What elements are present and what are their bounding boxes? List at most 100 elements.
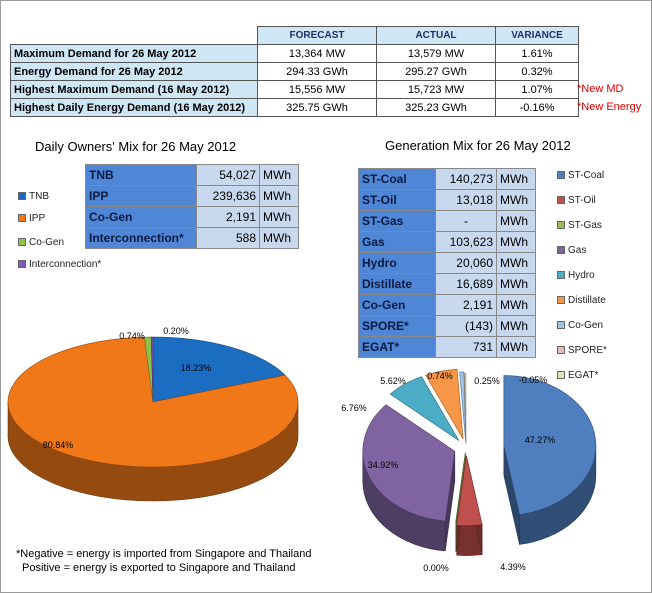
actual-cell: 295.27 GWh: [376, 62, 496, 81]
generation-mix-title: Generation Mix for 26 May 2012: [385, 138, 571, 153]
mix-value: 239,636: [196, 185, 260, 207]
legend-label: ST-Coal: [568, 170, 605, 181]
pie-slice: [456, 455, 483, 526]
pie-slice-label: 5.62%: [380, 376, 406, 386]
generation-legend-item: Co-Gen: [557, 320, 603, 331]
mix-name: Distillate: [358, 273, 436, 295]
mix-name: Interconnection*: [85, 227, 197, 249]
generation-legend-item: ST-Coal: [557, 170, 604, 181]
pie-slice: [389, 376, 460, 441]
pie-slice-label: 18.23%: [181, 363, 212, 373]
pie-slice-label: 80.84%: [43, 440, 74, 450]
owners-mix-row: Interconnection* 588 MWh: [85, 227, 299, 249]
generation-mix-row: SPORE* (143) MWh: [358, 315, 536, 337]
mix-value: 731: [435, 336, 497, 358]
pie-slice-label: 0.25%: [474, 376, 500, 386]
legend-swatch: [557, 196, 565, 205]
mix-value: (143): [435, 315, 497, 337]
legend-label: Hydro: [568, 270, 595, 281]
mix-unit: MWh: [496, 273, 536, 295]
legend-label: Distillate: [568, 295, 606, 306]
mix-name: SPORE*: [358, 315, 436, 337]
legend-swatch: [18, 238, 26, 247]
owners-pie-chart: 18.23% 80.84% 0.74% 0.20%: [7, 326, 299, 502]
legend-swatch: [557, 371, 565, 380]
owners-mix-row: Co-Gen 2,191 MWh: [85, 206, 299, 228]
owners-mix-table: TNB 54,027 MWh IPP 239,636 MWh Co-Gen 2,191 MW…: [85, 164, 299, 249]
pie-slice: [459, 371, 466, 442]
generation-legend-item: Hydro: [557, 270, 595, 281]
owners-mix-title: Daily Owners' Mix for 26 May 2012: [35, 139, 237, 154]
mix-name: EGAT*: [358, 336, 436, 358]
mix-unit: MWh: [496, 189, 536, 211]
pie-slice-label: 0.00%: [423, 563, 449, 573]
pie-slice-label: 0.74%: [119, 331, 145, 341]
pie-slice-label: 0.20%: [163, 326, 189, 336]
pie-slice-label: -0.05%: [519, 375, 548, 385]
owners-legend-item: IPP: [18, 213, 45, 224]
mix-value: 13,018: [435, 189, 497, 211]
variance-cell: 0.32%: [495, 62, 579, 81]
legend-label: ST-Oil: [568, 195, 596, 206]
mix-value: 140,273: [435, 168, 497, 190]
legend-swatch: [557, 171, 565, 180]
legend-swatch: [557, 321, 565, 330]
mix-unit: MWh: [496, 294, 536, 316]
legend-label: IPP: [29, 213, 46, 224]
pie-slice: [503, 375, 597, 515]
mix-name: ST-Oil: [358, 189, 436, 211]
pie-slice: [362, 404, 456, 522]
generation-legend-item: SPORE*: [557, 345, 607, 356]
generation-legend-item: ST-Gas: [557, 220, 602, 231]
summary-row: Highest Maximum Demand (16 May 2012) 15,…: [10, 80, 579, 99]
legend-label: ST-Gas: [568, 220, 602, 231]
generation-pie-chart: 47.27% 4.39% 0.00% 34.92% 6.76% 5.62% 0.74% -0.…: [341, 368, 597, 573]
mix-name: ST-Coal: [358, 168, 436, 190]
pie-slice: [464, 373, 467, 444]
owners-legend-item: Interconnection*: [18, 259, 101, 270]
mix-value: 20,060: [435, 252, 497, 274]
summary-row: Maximum Demand for 26 May 2012 13,364 MW…: [10, 44, 579, 63]
legend-swatch: [557, 221, 565, 230]
pie-slice: [425, 368, 464, 440]
mix-value: 54,027: [196, 164, 260, 186]
summary-row: Highest Daily Energy Demand (16 May 2012…: [10, 98, 579, 117]
generation-mix-row: EGAT* 731 MWh: [358, 336, 536, 358]
pie-slice-label: 0.74%: [427, 371, 453, 381]
legend-label: Co-Gen: [568, 320, 604, 331]
pie-slice: [152, 336, 286, 403]
generation-mix-row: Hydro 20,060 MWh: [358, 252, 536, 274]
legend-swatch: [557, 246, 565, 255]
mix-name: Gas: [358, 231, 436, 253]
forecast-cell: 13,364 MW: [257, 44, 377, 63]
demand-summary-table: FORECAST ACTUAL VARIANCE Maximum Demand …: [10, 26, 579, 117]
pie-slice-label: 6.76%: [341, 403, 367, 413]
mix-value: 2,191: [196, 206, 260, 228]
row-label: Maximum Demand for 26 May 2012: [10, 44, 258, 63]
legend-swatch: [557, 271, 565, 280]
generation-mix-row: Co-Gen 2,191 MWh: [358, 294, 536, 316]
legend-label: TNB: [29, 191, 49, 202]
legend-label: Gas: [568, 245, 587, 256]
mix-unit: MWh: [259, 206, 299, 228]
legend-swatch: [18, 260, 26, 269]
footnote-line-2: Positive = energy is exported to Singapo…: [22, 562, 296, 574]
mix-value: 588: [196, 227, 260, 249]
pie-slice: [7, 336, 299, 468]
legend-swatch: [18, 192, 26, 201]
pie-slice: [150, 336, 154, 403]
mix-name: Co-Gen: [85, 206, 197, 228]
generation-mix-row: ST-Oil 13,018 MWh: [358, 189, 536, 211]
generation-legend-item: ST-Oil: [557, 195, 596, 206]
legend-label: Interconnection*: [29, 259, 102, 270]
generation-mix-row: ST-Coal 140,273 MWh: [358, 168, 536, 190]
mix-name: TNB: [85, 164, 197, 186]
mix-unit: MWh: [496, 252, 536, 274]
actual-cell: 13,579 MW: [376, 44, 496, 63]
mix-name: IPP: [85, 185, 197, 207]
new-md-note: *New MD: [577, 83, 624, 95]
mix-value: 2,191: [435, 294, 497, 316]
header-actual: ACTUAL: [376, 26, 496, 45]
forecast-cell: 294.33 GWh: [257, 62, 377, 81]
